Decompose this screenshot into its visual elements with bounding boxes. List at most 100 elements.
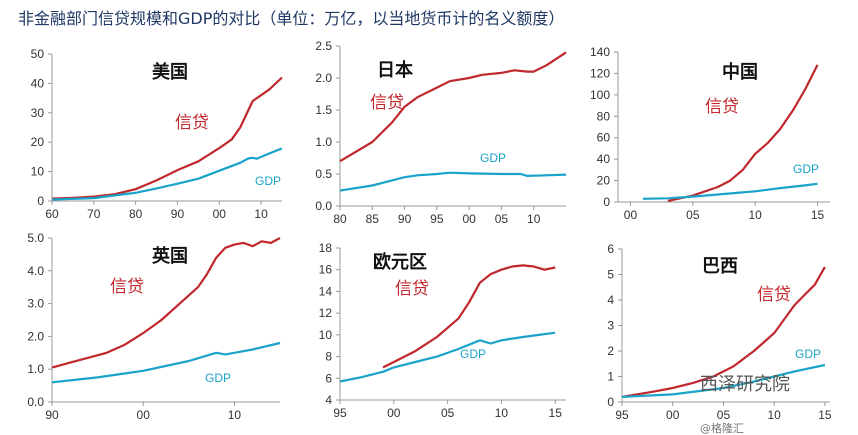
x-tick-label: 15 [811, 208, 825, 222]
y-tick-label: 20 [597, 174, 611, 188]
x-tick-label: 00 [387, 406, 401, 420]
credit-label: 信贷 [395, 279, 429, 299]
x-tick-label: 10 [768, 408, 782, 422]
y-tick-label: 4 [607, 293, 614, 307]
y-tick-label: 120 [590, 66, 610, 80]
panel-title: 巴西 [702, 256, 738, 277]
panel-title: 欧元区 [373, 251, 427, 273]
y-tick-label: 3 [607, 319, 614, 333]
y-tick-label: 2.5 [315, 39, 332, 53]
credit-series-line [382, 264, 556, 369]
panel-title: 英国 [151, 245, 188, 267]
y-tick-label: 16 [319, 263, 333, 277]
y-tick-label: 2.0 [27, 329, 44, 343]
x-tick-label: 10 [254, 207, 268, 221]
y-tick-label: 1.0 [315, 135, 332, 149]
x-tick-label: 05 [495, 212, 509, 226]
x-tick-label: 00 [213, 207, 227, 221]
credit-series-line [667, 64, 819, 202]
y-tick-label: 1.0 [27, 362, 44, 376]
y-tick-label: 6 [325, 371, 332, 385]
y-tick-label: 40 [31, 76, 45, 90]
y-tick-label: 10 [31, 165, 45, 179]
credit-series-line [621, 266, 826, 398]
y-tick-label: 5.0 [27, 231, 44, 245]
panel-title: 中国 [722, 61, 758, 83]
y-tick-label: 80 [597, 109, 611, 123]
y-tick-label: 6 [607, 242, 614, 256]
y-tick-label: 14 [319, 284, 333, 298]
x-tick-label: 80 [129, 207, 143, 221]
y-tick-label: 4.0 [27, 264, 44, 278]
credit-label: 信贷 [175, 113, 209, 133]
watermark: 西泽研究院 [700, 374, 790, 395]
x-tick-label: 15 [818, 408, 832, 422]
y-tick-label: 50 [31, 47, 45, 61]
credit-series-line [51, 76, 283, 200]
credit-series-line [51, 237, 281, 369]
figure-title: 非金融部门信贷规模和GDP的对比（单位：万亿，以当地货币计的名义额度） [18, 9, 565, 28]
x-tick-label: 00 [137, 408, 151, 422]
gdp-label: GDP [795, 347, 821, 361]
y-tick-label: 0 [603, 195, 610, 209]
y-tick-label: 2 [607, 344, 614, 358]
x-tick-label: 95 [615, 408, 629, 422]
credit-label: 信贷 [110, 277, 144, 297]
x-tick-label: 15 [549, 406, 563, 420]
panel-title: 日本 [377, 59, 413, 81]
y-tick-label: 1 [607, 370, 614, 384]
x-tick-label: 85 [366, 212, 380, 226]
x-tick-label: 80 [333, 212, 347, 226]
x-tick-label: 95 [333, 406, 347, 420]
x-tick-label: 05 [441, 406, 455, 420]
x-tick-label: 05 [717, 408, 731, 422]
x-tick-label: 95 [430, 212, 444, 226]
y-tick-label: 30 [31, 106, 45, 120]
watermark-source: @格隆汇 [700, 422, 744, 435]
x-tick-label: 10 [228, 408, 242, 422]
gdp-label: GDP [460, 347, 486, 361]
y-tick-label: 10 [319, 328, 333, 342]
x-tick-label: 10 [495, 406, 509, 420]
x-tick-label: 00 [666, 408, 680, 422]
gdp-series-line [339, 331, 556, 383]
y-tick-label: 4 [325, 393, 332, 407]
gdp-series-line [339, 171, 567, 192]
y-tick-label: 20 [31, 135, 45, 149]
gdp-series-line [51, 147, 283, 201]
gdp-label: GDP [480, 151, 506, 165]
y-tick-label: 40 [597, 152, 611, 166]
y-tick-label: 60 [597, 131, 611, 145]
y-tick-label: 12 [319, 306, 333, 320]
x-tick-label: 00 [624, 208, 638, 222]
credit-label: 信贷 [370, 93, 404, 113]
gdp-series-line [51, 341, 281, 384]
credit-label: 信贷 [705, 97, 739, 117]
gdp-label: GDP [205, 371, 231, 385]
x-tick-label: 00 [462, 212, 476, 226]
panel-title: 美国 [152, 61, 188, 83]
y-tick-label: 8 [325, 350, 332, 364]
x-tick-label: 70 [87, 207, 101, 221]
y-tick-label: 3.0 [27, 297, 44, 311]
gdp-label: GDP [793, 162, 819, 176]
x-tick-label: 90 [171, 207, 185, 221]
y-tick-label: 0 [607, 395, 614, 409]
x-tick-label: 10 [748, 208, 762, 222]
credit-series-line [339, 51, 567, 163]
y-tick-label: 0.0 [315, 199, 332, 213]
gdp-series-line [642, 182, 818, 200]
x-tick-label: 90 [398, 212, 412, 226]
x-tick-label: 05 [686, 208, 700, 222]
gdp-series-line [621, 363, 826, 398]
y-tick-label: 100 [590, 88, 610, 102]
x-tick-label: 90 [45, 408, 59, 422]
credit-label: 信贷 [757, 285, 791, 305]
